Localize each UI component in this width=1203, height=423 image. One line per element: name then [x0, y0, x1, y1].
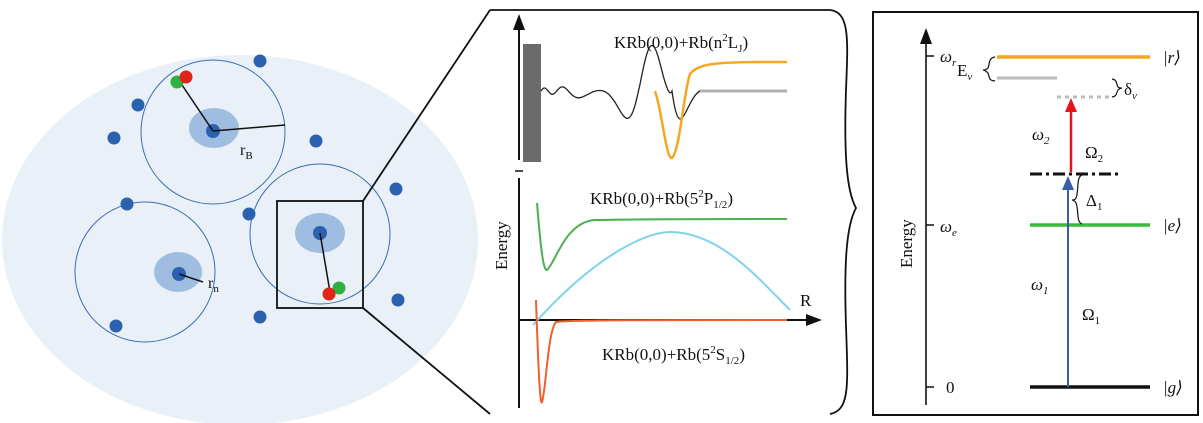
zoom-connector-bottom	[362, 307, 491, 415]
atom	[242, 207, 256, 221]
radius-label-rB: rB	[240, 142, 253, 162]
zoom-connector-top	[362, 9, 491, 202]
blockade-circle-top	[140, 59, 286, 205]
rydberg-potential-curve	[540, 44, 787, 120]
label-s-curve: KRb(0,0)+Rb(52S1/2)	[602, 344, 745, 367]
label-Omega-1: Ω1	[1082, 305, 1100, 327]
x-axis-arrowhead	[806, 314, 822, 326]
s-state-potential-curve	[535, 299, 788, 404]
label-delta-nu: δν	[1124, 80, 1137, 102]
atom	[309, 134, 323, 148]
left-panel: rB rn	[2, 54, 478, 423]
arrow-omega-2-head	[1065, 98, 1077, 112]
right-panel: Energy ωr ωe 0 |r⟩ |e⟩ |g⟩ Eν δν ω2 Ω2	[872, 11, 1199, 416]
atom	[131, 98, 145, 112]
dressing-curve	[532, 230, 791, 326]
label-Delta-1: Δ1	[1086, 191, 1102, 213]
bond-line-top	[179, 81, 214, 132]
repulsive-wall	[523, 44, 541, 162]
bond-line-right	[319, 232, 331, 293]
delta-1-brace	[1071, 174, 1083, 225]
y-axis-label: Energy	[492, 221, 511, 270]
rydberg-shifted-curve	[653, 60, 788, 160]
label-rydberg-curve: KRb(0,0)+Rb(n2LJ)	[614, 32, 748, 55]
molecule-red-top	[179, 70, 193, 84]
tick-label-omega-e: ωe	[940, 217, 957, 239]
blockade-circle-left	[74, 201, 216, 343]
label-E-nu: Eν	[957, 61, 972, 83]
delta-nu-brace	[1111, 78, 1123, 98]
atom	[253, 54, 267, 68]
tick-label-omega-r: ωr	[940, 47, 957, 69]
tick-label-zero: 0	[946, 378, 955, 397]
molecule-red-right	[322, 287, 336, 301]
label-p-curve: KRb(0,0)+Rb(52P1/2)	[590, 188, 733, 211]
atom	[391, 293, 405, 307]
label-omega-1: ω1	[1031, 275, 1049, 297]
label-omega-2: ω2	[1032, 125, 1050, 147]
middle-panel: R Energy KRb(0,0)+Rb(n2LJ) KRb(0,0)+Rb(5…	[492, 14, 822, 408]
E-nu-brace	[982, 56, 996, 82]
ket-g: |g⟩	[1163, 378, 1183, 397]
radius-line-rn	[178, 273, 204, 283]
atom	[107, 131, 121, 145]
zoom-box	[276, 200, 364, 309]
atom	[109, 319, 123, 333]
curly-brace	[829, 9, 858, 415]
arrow-omega-1-head	[1062, 176, 1074, 190]
y-axis-arrowhead	[513, 14, 525, 30]
right-y-axis-arrowhead	[920, 28, 932, 44]
x-axis-label: R	[800, 291, 812, 310]
scattered-atoms	[107, 54, 405, 333]
radius-line-rB	[212, 124, 286, 132]
atom	[253, 310, 267, 324]
atom	[389, 182, 403, 196]
blockade-circle-right	[249, 163, 391, 305]
right-y-axis-label: Energy	[897, 219, 916, 268]
radius-label-rn: rn	[208, 275, 219, 295]
ket-r: |r⟩	[1163, 48, 1181, 67]
p-state-potential-curve	[536, 202, 788, 272]
molecule-green-right	[332, 281, 346, 295]
ket-e: |e⟩	[1163, 216, 1182, 235]
right-frame	[872, 11, 1199, 416]
background-cloud	[2, 55, 478, 423]
atom	[120, 197, 134, 211]
label-Omega-2: Ω2	[1085, 143, 1103, 165]
